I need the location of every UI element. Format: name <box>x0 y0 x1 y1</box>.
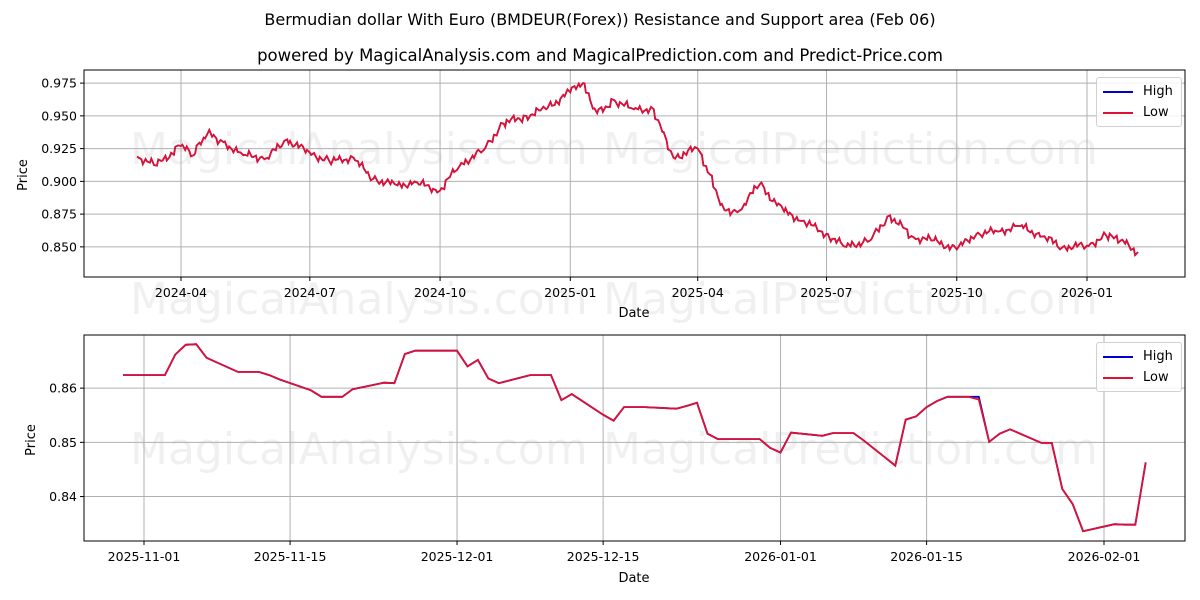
y-tick-label: 0.875 <box>41 207 77 222</box>
x-tick-label: 2025-04 <box>672 285 724 300</box>
x-tick-label: 2025-12-15 <box>567 549 640 564</box>
x-tick-label: 2024-10 <box>414 285 466 300</box>
x-tick-label: 2024-04 <box>155 285 207 300</box>
y-tick-label: 0.86 <box>49 381 77 396</box>
x-axis-ticks: 2024-04 2024-07 2024-10 2025-01 2025-04 2025-… <box>155 277 1113 300</box>
grid-lines <box>84 335 1185 541</box>
x-tick-label: 2025-10 <box>931 285 983 300</box>
x-tick-label: 2025-12-01 <box>421 549 494 564</box>
low-series-line <box>123 343 1147 533</box>
y-tick-label: 0.84 <box>49 489 77 504</box>
legend-item-low: Low <box>1103 102 1173 123</box>
y-tick-label: 0.85 <box>49 435 77 450</box>
x-tick-label: 2025-07 <box>800 285 852 300</box>
y-axis-ticks: 0.86 0.85 0.84 <box>49 381 84 504</box>
x-axis-ticks: 2025-11-01 2025-11-15 2025-12-01 2025-12-15… <box>108 541 1141 564</box>
legend-label-low: Low <box>1143 105 1169 120</box>
legend-label-high: High <box>1143 84 1173 99</box>
y-tick-label: 0.900 <box>41 174 77 189</box>
legend-swatch-high <box>1103 355 1133 358</box>
plot-frame <box>83 69 1186 278</box>
legend-label-low: Low <box>1143 370 1169 385</box>
plot-frame <box>83 334 1186 542</box>
y-tick-label: 0.925 <box>41 141 77 156</box>
x-tick-label: 2026-01-01 <box>744 549 817 564</box>
x-axis-label: Date <box>618 571 649 586</box>
chart-title: Bermudian dollar With Euro (BMDEUR(Forex… <box>264 10 936 29</box>
watermark: MagicalPrediction.com <box>603 124 1098 175</box>
low-series-line <box>136 81 1139 257</box>
short-term-chart: MagicalAnalysis.com MagicalPrediction.co… <box>24 334 1186 586</box>
x-tick-label: 2025-11-15 <box>254 549 327 564</box>
x-axis-label: Date <box>618 306 649 321</box>
long-term-chart: MagicalAnalysis.com MagicalPrediction.co… <box>16 69 1186 325</box>
y-tick-label: 0.850 <box>41 239 77 254</box>
legend-item-low: Low <box>1103 367 1173 388</box>
watermark: MagicalAnalysis.com <box>130 274 588 325</box>
legend-swatch-low <box>1103 376 1133 379</box>
y-axis-ticks: 0.975 0.950 0.925 0.900 0.875 0.850 <box>41 76 84 254</box>
x-tick-label: 2026-01-15 <box>890 549 963 564</box>
x-tick-label: 2024-07 <box>284 285 336 300</box>
watermark: MagicalPrediction.com <box>603 424 1098 475</box>
x-tick-label: 2026-01 <box>1061 285 1113 300</box>
y-tick-label: 0.950 <box>41 108 77 123</box>
x-tick-label: 2025-01 <box>544 285 596 300</box>
legend-label-high: High <box>1143 349 1173 364</box>
legend-swatch-low <box>1103 111 1133 114</box>
x-tick-label: 2025-11-01 <box>108 549 181 564</box>
watermark: MagicalAnalysis.com <box>130 424 588 475</box>
x-tick-label: 2026-02-01 <box>1068 549 1141 564</box>
legend: High Low <box>1096 77 1182 127</box>
legend-item-high: High <box>1103 81 1173 102</box>
y-axis-label: Price <box>24 424 39 456</box>
watermark: MagicalPrediction.com <box>603 274 1098 325</box>
chart-subtitle: powered by MagicalAnalysis.com and Magic… <box>257 46 943 65</box>
grid-lines <box>84 70 1185 277</box>
legend: High Low <box>1096 342 1182 392</box>
legend-swatch-high <box>1103 90 1133 93</box>
y-tick-label: 0.975 <box>41 76 77 91</box>
y-axis-label: Price <box>16 159 31 191</box>
legend-item-high: High <box>1103 346 1173 367</box>
